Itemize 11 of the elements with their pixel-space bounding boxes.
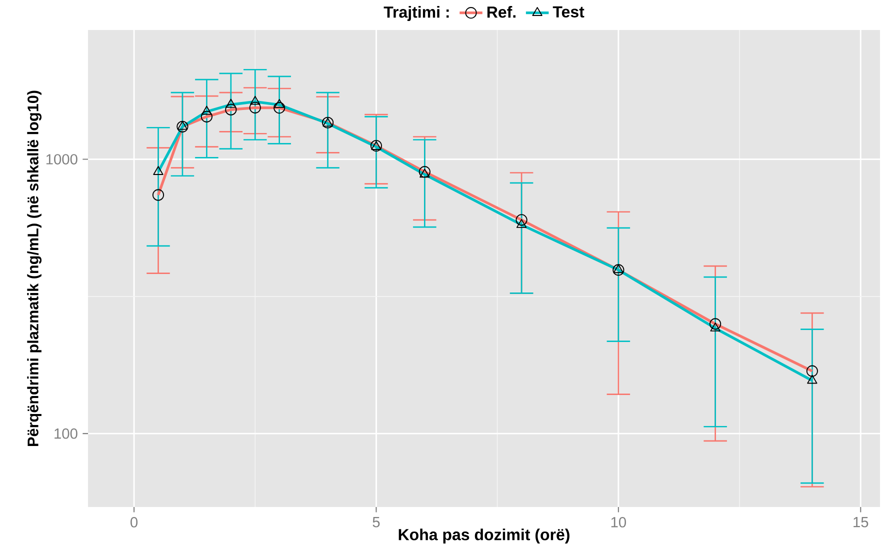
x-tick-label: 5 (372, 517, 380, 528)
x-tick-label: 15 (854, 517, 868, 528)
legend-label: Test (552, 6, 584, 18)
legend-label: Ref. (487, 6, 516, 18)
y-axis-title: Përqëndrimi plazmatik (ng/mL) (në shkallë log10) (27, 90, 42, 446)
y-tick-label: 1000 (46, 154, 78, 164)
x-axis-title: Koha pas dozimit (orë) (398, 528, 570, 544)
x-tick-label: 10 (611, 517, 626, 528)
y-tick-label: 100 (54, 428, 78, 439)
x-tick-label: 0 (130, 517, 138, 528)
legend-title: Trajtimi : (384, 6, 449, 21)
